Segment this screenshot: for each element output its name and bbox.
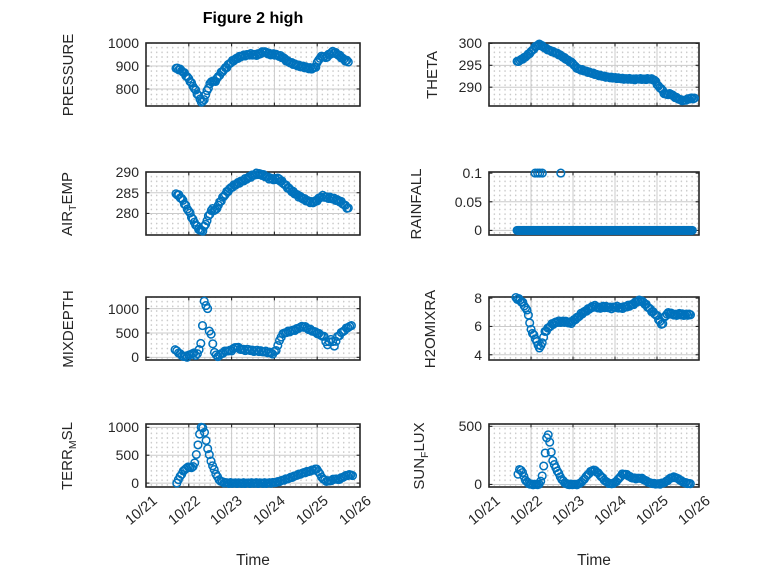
y-axis-label-pressure: PRESSURE: [60, 33, 77, 116]
plot-area: [488, 168, 700, 236]
y-axis-label-sun-flux: SUNFLUX: [411, 421, 431, 490]
y-tick-label: 6: [474, 318, 482, 335]
series-mixdepth: [170, 296, 356, 362]
y-tick-label: 0.05: [454, 193, 482, 210]
y-tick-label: 285: [115, 184, 139, 201]
series-theta: [512, 39, 700, 106]
y-tick-label: 800: [115, 80, 139, 97]
plot-area: [488, 423, 700, 490]
plot-area: [145, 168, 361, 236]
plot-area: [488, 292, 700, 361]
y-tick-label: 500: [115, 325, 139, 341]
y-tick-label: 1000: [107, 300, 139, 317]
y-tick-label: 8: [474, 290, 482, 307]
y-axis-label-air-temp: AIRTEMP: [59, 171, 79, 236]
minor-grid: [489, 172, 699, 235]
y-axis-label-h2omixra: H2OMIXRA: [422, 289, 439, 368]
series-pressure: [171, 46, 353, 107]
series-rainfall: [512, 168, 697, 235]
y-axis-label-mixdepth: MIXDEPTH: [60, 289, 77, 368]
y-tick-label: 1000: [107, 419, 139, 436]
y-tick-label: 500: [458, 418, 482, 435]
x-axis-label-right: Time: [577, 552, 611, 569]
y-tick-label: 900: [115, 57, 139, 74]
y-tick-label: 1000: [107, 35, 139, 51]
series-terr-msl: [172, 422, 358, 489]
x-axis-label-left: Time: [236, 552, 270, 569]
y-tick-label: 500: [115, 447, 139, 464]
series-h2omixra: [511, 292, 696, 353]
y-tick-label: 280: [115, 205, 139, 222]
figure-title: Figure 2 high: [202, 10, 304, 27]
y-tick-label: 0: [474, 476, 482, 493]
y-tick-label: 295: [458, 57, 482, 74]
series-air-temp: [171, 168, 353, 236]
y-tick-label: 0.1: [462, 165, 482, 182]
y-axis-label-theta: THETA: [424, 50, 441, 99]
y-axis-label-terr-msl: TERRMSL: [59, 421, 79, 490]
y-tick-label: 300: [458, 35, 482, 52]
y-tick-label: 4: [474, 346, 482, 363]
y-axis-label-rainfall: RAINFALL: [408, 168, 425, 239]
plot-area: [145, 42, 361, 107]
series-sun-flux: [513, 430, 695, 490]
y-tick-label: 290: [458, 79, 482, 96]
y-tick-label: 0: [131, 349, 139, 366]
y-tick-label: 0: [131, 475, 139, 492]
y-tick-label: 290: [115, 164, 139, 180]
y-tick-label: 0: [474, 222, 482, 239]
plot-area: [145, 422, 361, 489]
plot-area: [145, 296, 361, 362]
plot-area: [488, 39, 700, 107]
